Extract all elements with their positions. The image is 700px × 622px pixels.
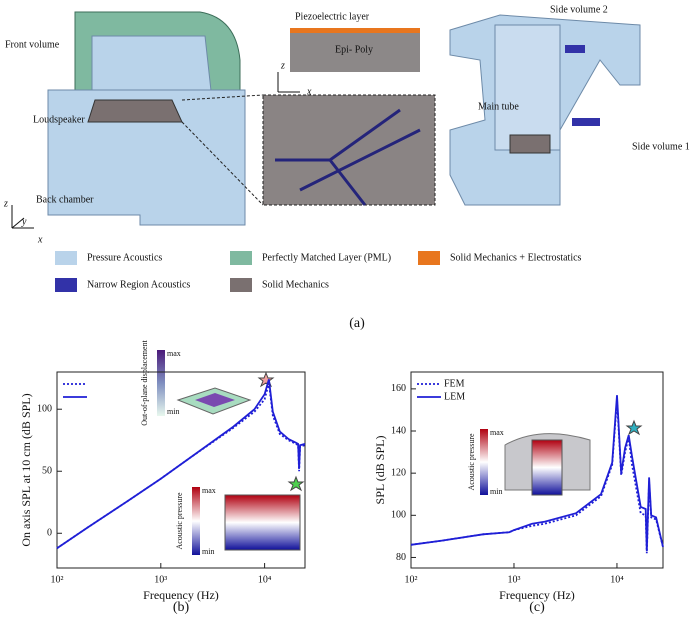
back-chamber [47, 89, 246, 226]
legend-swatch [230, 278, 252, 292]
inset-render [224, 494, 301, 551]
inset-label: Acoustic pressure [175, 492, 184, 550]
legend-label: Perfectly Matched Layer (PML) [262, 252, 391, 263]
zoom-line [181, 94, 264, 101]
colorbar [157, 350, 165, 416]
region-label: Piezoelectric layer [295, 11, 370, 22]
panel-label: (b) [173, 600, 190, 615]
plot-frame [56, 371, 306, 569]
axis-letter: y [21, 216, 27, 227]
right-loudspeaker [509, 134, 551, 154]
series-line [56, 379, 306, 549]
legend-label: Solid Mechanics [262, 279, 329, 290]
main-tube [494, 24, 561, 151]
y-axis-label: On axis SPL at 10 cm (dB SPL) [19, 393, 33, 546]
inset-render [531, 439, 563, 496]
inset-label: max [490, 428, 504, 437]
panel-label: (a) [349, 316, 365, 331]
side-slit [565, 45, 585, 53]
region-label: Front volume [5, 39, 60, 50]
colorbar [192, 487, 200, 555]
legend-label: Solid Mechanics + Electrostatics [450, 252, 582, 263]
panel-label: (c) [529, 600, 545, 615]
narrow-regions [275, 108, 421, 206]
main-axes [11, 205, 34, 229]
legend-label: LEM [444, 391, 465, 402]
y-tick-label: 100 [391, 510, 406, 521]
legend-swatch [55, 278, 77, 292]
region-label: Back chamber [36, 194, 94, 205]
axis-letter: x [37, 234, 43, 245]
x-tick-label: 10⁴ [610, 574, 624, 585]
legend-swatch [230, 251, 252, 265]
x-axis-label: Frequency (Hz) [499, 588, 575, 602]
region-label: Side volume 2 [550, 4, 608, 15]
region-label: Side volume 1 [632, 141, 690, 152]
legend-swatch [418, 251, 440, 265]
y-tick-label: 160 [391, 383, 406, 394]
axis-letter: z [3, 198, 8, 209]
y-tick-label: 140 [391, 425, 406, 436]
inset-label: max [167, 349, 181, 358]
axis-letter: x [306, 86, 312, 97]
y-tick-label: 120 [391, 467, 406, 478]
inset-label: Out-of-plane displacement [140, 339, 149, 425]
zoom-inset [262, 94, 436, 206]
side-slit [572, 118, 600, 126]
x-tick-label: 10² [405, 574, 418, 585]
region-label: Epi- Poly [335, 44, 373, 55]
x-tick-label: 10⁴ [258, 574, 272, 585]
piezo-stack [290, 28, 420, 72]
x-axis-label: Frequency (Hz) [143, 588, 219, 602]
x-tick-label: 10² [51, 574, 64, 585]
x-tick-label: 10³ [507, 574, 520, 585]
y-axis-label: SPL (dB SPL) [373, 436, 387, 505]
axis-letter: z [280, 60, 285, 71]
legend-label: FEM [444, 378, 465, 389]
colorbar [480, 429, 488, 495]
marker-star [287, 475, 305, 492]
plot-frame [410, 371, 664, 569]
panel-a-drawing [11, 11, 641, 229]
inset-label: Acoustic pressure [467, 433, 476, 491]
x-tick-label: 10³ [154, 574, 167, 585]
y-tick-label: 0 [47, 528, 52, 539]
inset-label: max [202, 486, 216, 495]
inset-label: min [167, 407, 179, 416]
y-tick-label: 80 [396, 552, 406, 563]
region-label: Main tube [478, 101, 519, 112]
inset-label: min [202, 547, 214, 556]
legend-label: Pressure Acoustics [87, 252, 162, 263]
inset-label: min [490, 487, 502, 496]
region-label: Loudspeaker [33, 114, 85, 125]
marker-star [625, 419, 643, 436]
piezo-layer [290, 28, 420, 33]
inset-axes [277, 72, 300, 93]
legend-swatch [55, 251, 77, 265]
y-tick-label: 100 [37, 404, 52, 415]
zoom-line [181, 121, 264, 206]
series-line [410, 395, 664, 552]
legend-label: Narrow Region Acoustics [87, 279, 190, 290]
marker-star [257, 371, 275, 388]
inset-render [195, 393, 235, 407]
y-tick-label: 50 [42, 466, 52, 477]
loudspeaker [87, 99, 183, 123]
